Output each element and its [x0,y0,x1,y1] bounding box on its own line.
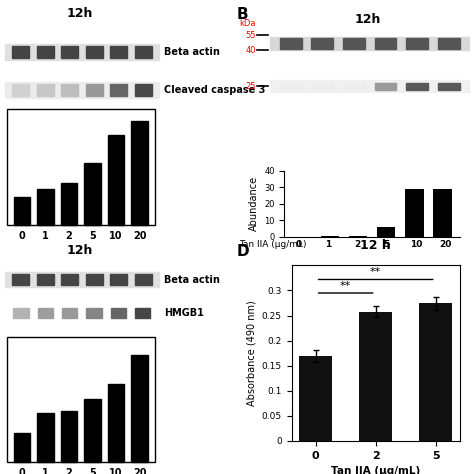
Bar [14,197,30,225]
Text: 40: 40 [246,46,256,55]
Bar [62,308,77,318]
Bar [5,44,159,60]
Bar [406,82,428,90]
Bar [38,308,53,318]
Bar [131,121,148,225]
Bar [12,84,29,96]
Text: 10: 10 [109,468,123,474]
Text: 20: 20 [439,240,451,249]
Bar [135,46,152,58]
Bar [433,189,452,237]
Bar [61,274,78,285]
Bar [299,356,332,441]
Bar [61,46,78,58]
Title: 12 h: 12 h [360,239,391,252]
Bar [374,82,396,90]
Bar [405,189,424,237]
Bar [61,84,78,96]
Bar [37,189,54,225]
Text: Beta actin: Beta actin [164,274,219,285]
Text: 2: 2 [65,231,73,241]
Text: Beta actin: Beta actin [164,47,219,57]
Bar [135,84,152,96]
Text: 20: 20 [133,231,146,241]
Text: HMGB1: HMGB1 [164,308,204,318]
Text: 5: 5 [89,468,96,474]
Text: 0: 0 [18,231,26,241]
Bar [280,82,302,90]
Bar [7,337,155,462]
Bar [37,413,54,462]
Text: 25: 25 [246,82,256,91]
Bar [36,274,54,285]
Text: Cleaved caspase 3: Cleaved caspase 3 [164,85,265,95]
Text: 5: 5 [383,240,390,249]
Bar [12,274,29,285]
Bar [438,82,460,90]
Text: D: D [237,244,250,259]
Bar [110,308,126,318]
Bar [13,308,29,318]
Y-axis label: Absorbance (490 nm): Absorbance (490 nm) [246,300,256,406]
Bar [343,38,365,49]
Bar [86,274,103,285]
Bar [311,82,333,90]
Bar [84,163,101,225]
Text: 1: 1 [42,231,49,241]
Text: **: ** [340,281,351,291]
Bar [438,38,460,49]
Text: 20: 20 [133,468,146,474]
X-axis label: Tan IIA (μg/mL): Tan IIA (μg/mL) [331,466,420,474]
Bar [135,308,150,318]
Text: kDa: kDa [239,18,256,27]
Bar [12,46,29,58]
Text: Tan IIA (μg/mL): Tan IIA (μg/mL) [239,240,307,249]
Bar [110,46,127,58]
Text: 1: 1 [325,240,331,249]
Bar [36,46,54,58]
Bar [280,38,302,49]
Text: 2: 2 [355,240,361,249]
Text: 0: 0 [296,240,302,249]
Text: B: B [237,7,249,22]
Bar [7,109,155,225]
Bar [419,303,452,441]
Bar [270,37,469,50]
Bar [14,433,30,462]
Bar [110,84,127,96]
Text: 10: 10 [410,240,422,249]
Y-axis label: Abundance: Abundance [248,176,258,231]
Bar [377,227,395,237]
Text: 12h: 12h [66,244,93,257]
Text: 1: 1 [42,468,49,474]
Text: 12h: 12h [354,13,381,26]
Bar [110,274,127,285]
Text: 12h: 12h [66,7,93,20]
Text: 55: 55 [246,31,256,39]
Bar [406,38,428,49]
Bar [135,274,152,285]
Text: 0: 0 [18,468,26,474]
Bar [374,38,396,49]
Text: 10: 10 [109,231,123,241]
Bar [86,46,103,58]
Text: 5: 5 [89,231,96,241]
Text: 2: 2 [65,468,73,474]
Bar [5,272,159,287]
Bar [86,308,102,318]
Bar [36,84,54,96]
Bar [61,183,77,225]
Bar [311,38,333,49]
Bar [108,384,124,462]
Bar [84,399,101,462]
Bar [359,311,392,441]
Bar [61,411,77,462]
Bar [86,84,103,96]
Text: **: ** [370,267,381,277]
Bar [270,80,469,92]
Bar [108,135,124,225]
Bar [5,82,159,99]
Bar [131,355,148,462]
Bar [343,82,365,90]
